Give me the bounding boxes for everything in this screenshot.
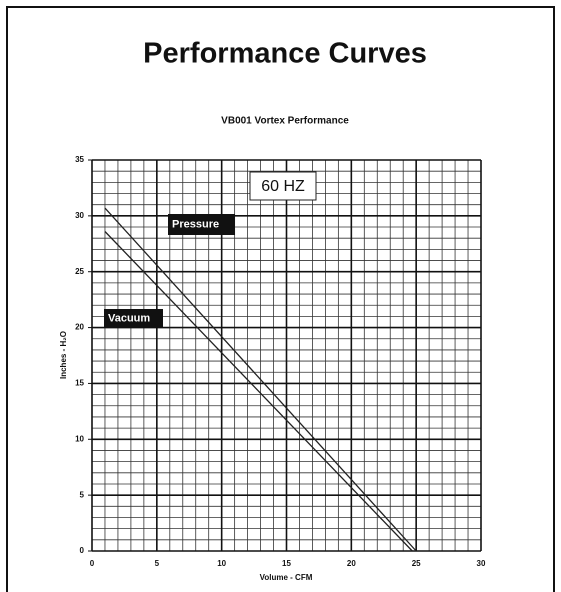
- x-tick-label: 0: [90, 559, 95, 568]
- y-tick-label: 35: [75, 155, 84, 164]
- annotation-box: [249, 171, 317, 201]
- y-tick-label: 30: [75, 211, 84, 220]
- x-tick-label: 20: [347, 559, 356, 568]
- series-label: Vacuum: [108, 312, 150, 324]
- y-tick-label: 10: [75, 434, 84, 443]
- annotation: 60 HZ: [261, 178, 305, 195]
- line-series: [104, 231, 413, 552]
- chart-title: Performance Curves: [143, 38, 427, 70]
- series-label: Pressure: [172, 218, 219, 230]
- x-tick-label: 10: [217, 559, 226, 568]
- y-axis-label: Inches - H₂O: [59, 331, 68, 379]
- y-tick-label: 15: [75, 379, 84, 388]
- x-tick-label: 30: [477, 559, 486, 568]
- y-tick-label: 0: [80, 546, 85, 555]
- line-series: [104, 207, 417, 552]
- frame: [6, 6, 555, 592]
- x-tick-label: 5: [155, 559, 160, 568]
- series-label-box: [104, 309, 163, 328]
- series-label-box: [168, 214, 235, 235]
- x-tick-label: 15: [282, 559, 291, 568]
- x-tick-label: 25: [412, 559, 421, 568]
- y-tick-label: 5: [80, 490, 85, 499]
- x-axis-label: Volume - CFM: [260, 573, 313, 582]
- y-tick-label: 25: [75, 267, 84, 276]
- chart-subtitle: VB001 Vortex Performance: [221, 116, 349, 127]
- y-tick-label: 20: [75, 323, 84, 332]
